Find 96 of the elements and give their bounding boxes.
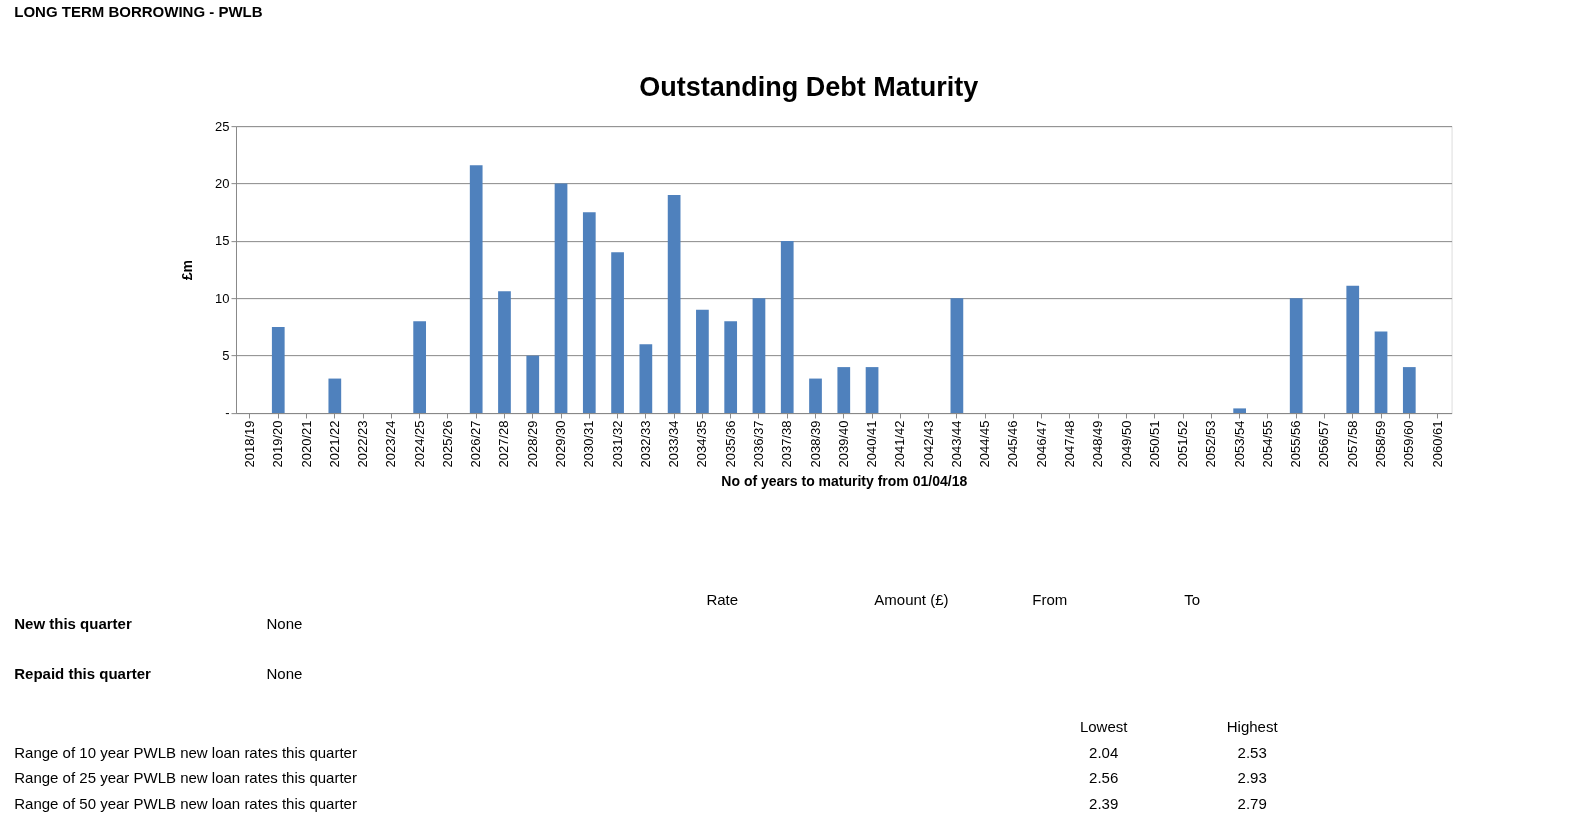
- bar: [413, 321, 427, 413]
- text: From: [1032, 591, 1068, 609]
- bar: [1402, 367, 1416, 413]
- x-tick-label: 2053/54: [1231, 420, 1247, 468]
- x-tick-label: 2054/55: [1259, 420, 1275, 468]
- x-tick-label: 2040/41: [864, 420, 880, 468]
- text: Lowest: [1079, 718, 1129, 736]
- bar: [696, 309, 709, 413]
- bar: [271, 326, 285, 413]
- text: None: [266, 665, 303, 683]
- x-tick-label: 2036/37: [750, 420, 766, 468]
- text: Highest: [1226, 718, 1279, 736]
- x-tick-label: 2018/19: [241, 420, 257, 468]
- bar: [865, 367, 879, 413]
- x-tick-label: 2042/43: [920, 420, 936, 468]
- x-tick-label: 2038/39: [807, 420, 823, 468]
- bar: [950, 298, 964, 413]
- x-tick-label: 2028/29: [524, 420, 540, 468]
- x-tick-label: 2058/59: [1373, 420, 1389, 468]
- text: LONG TERM BORROWING - PWLB: [14, 3, 263, 21]
- bar: [554, 183, 568, 413]
- text: Rate: [706, 591, 739, 609]
- x-tick-label: 2024/25: [411, 420, 427, 468]
- text: Repaid this quarter: [14, 665, 152, 683]
- x-tick-label: 2059/60: [1401, 420, 1417, 468]
- x-tick-label: 2032/33: [637, 420, 653, 468]
- text: Range of 50 year PWLB new loan rates this quarter: [14, 794, 357, 812]
- y-tick-label: 15: [215, 233, 230, 249]
- x-tick-label: 2050/51: [1146, 420, 1162, 468]
- x-tick-label: 2026/27: [468, 420, 484, 468]
- bar: [667, 194, 681, 413]
- bar: [724, 321, 738, 413]
- x-tick-label: 2044/45: [977, 420, 993, 468]
- text: To: [1184, 591, 1201, 609]
- bar: [1374, 331, 1388, 413]
- y-tick-label: 10: [215, 290, 230, 306]
- x-tick-label: 2055/56: [1288, 420, 1304, 468]
- x-tick-label: 2039/40: [835, 420, 851, 468]
- bar: [328, 378, 342, 413]
- x-tick-label: 2046/47: [1033, 420, 1049, 468]
- bar: [780, 240, 794, 413]
- text: 2.04: [1089, 743, 1119, 761]
- x-tick-label: 2034/35: [694, 420, 710, 468]
- chart-title: Outstanding Debt Maturity: [639, 72, 979, 103]
- x-tick-label: 2052/53: [1203, 420, 1219, 468]
- text: None: [266, 614, 303, 632]
- x-tick-label: 2020/21: [298, 420, 314, 468]
- x-tick-label: 2041/42: [892, 420, 908, 468]
- x-tick-label: 2035/36: [722, 420, 738, 468]
- x-tick-label: 2048/49: [1090, 420, 1106, 468]
- bar: [752, 298, 766, 413]
- x-tick-label: 2031/32: [609, 420, 625, 468]
- x-tick-label: 2056/57: [1316, 420, 1332, 468]
- text: Range of 25 year PWLB new loan rates this quarter: [14, 769, 357, 787]
- text: New this quarter: [14, 614, 132, 632]
- y-tick-label: -: [225, 405, 230, 421]
- x-tick-label: 2021/22: [326, 420, 342, 468]
- bar: [498, 291, 511, 413]
- y-tick-label: 20: [215, 176, 230, 192]
- text: 2.79: [1237, 794, 1267, 812]
- bar: [469, 165, 483, 413]
- x-tick-label: 2045/46: [1005, 420, 1021, 468]
- x-tick-label: 2025/26: [439, 420, 455, 468]
- bar: [1289, 298, 1303, 413]
- x-tick-label: 2027/28: [496, 420, 512, 468]
- text: Amount (£): [874, 591, 949, 609]
- x-tick-label: 2047/48: [1061, 420, 1077, 468]
- text: Range of 10 year PWLB new loan rates this quarter: [14, 743, 357, 761]
- x-axis-title: No of years to maturity from 01/04/18: [721, 473, 968, 490]
- y-tick-label: 5: [222, 348, 230, 364]
- x-tick-label: 2023/24: [383, 420, 399, 468]
- x-tick-label: 2022/23: [355, 420, 371, 468]
- text: 2.53: [1237, 743, 1267, 761]
- x-tick-label: 2049/50: [1118, 420, 1134, 468]
- bar: [1233, 408, 1247, 413]
- x-tick-label: 2037/38: [779, 420, 795, 468]
- text: 2.56: [1089, 769, 1119, 787]
- bar: [582, 212, 596, 413]
- bar: [526, 355, 540, 413]
- text: 2.93: [1237, 769, 1267, 787]
- text: 2.39: [1089, 794, 1119, 812]
- x-tick-label: 2043/44: [948, 420, 964, 468]
- bar: [809, 378, 822, 413]
- x-tick-label: 2029/30: [553, 420, 569, 468]
- x-tick-label: 2019/20: [270, 420, 286, 468]
- y-tick-label: 25: [215, 118, 230, 134]
- x-tick-label: 2051/52: [1175, 420, 1191, 468]
- bar: [639, 344, 653, 413]
- x-tick-label: 2030/31: [581, 420, 597, 468]
- x-tick-label: 2033/34: [666, 420, 682, 468]
- bar: [611, 252, 624, 413]
- y-axis-title: £m: [179, 259, 196, 281]
- x-tick-label: 2060/61: [1429, 420, 1445, 468]
- bar: [837, 367, 851, 413]
- bar: [1346, 285, 1360, 413]
- x-tick-label: 2057/58: [1344, 420, 1360, 468]
